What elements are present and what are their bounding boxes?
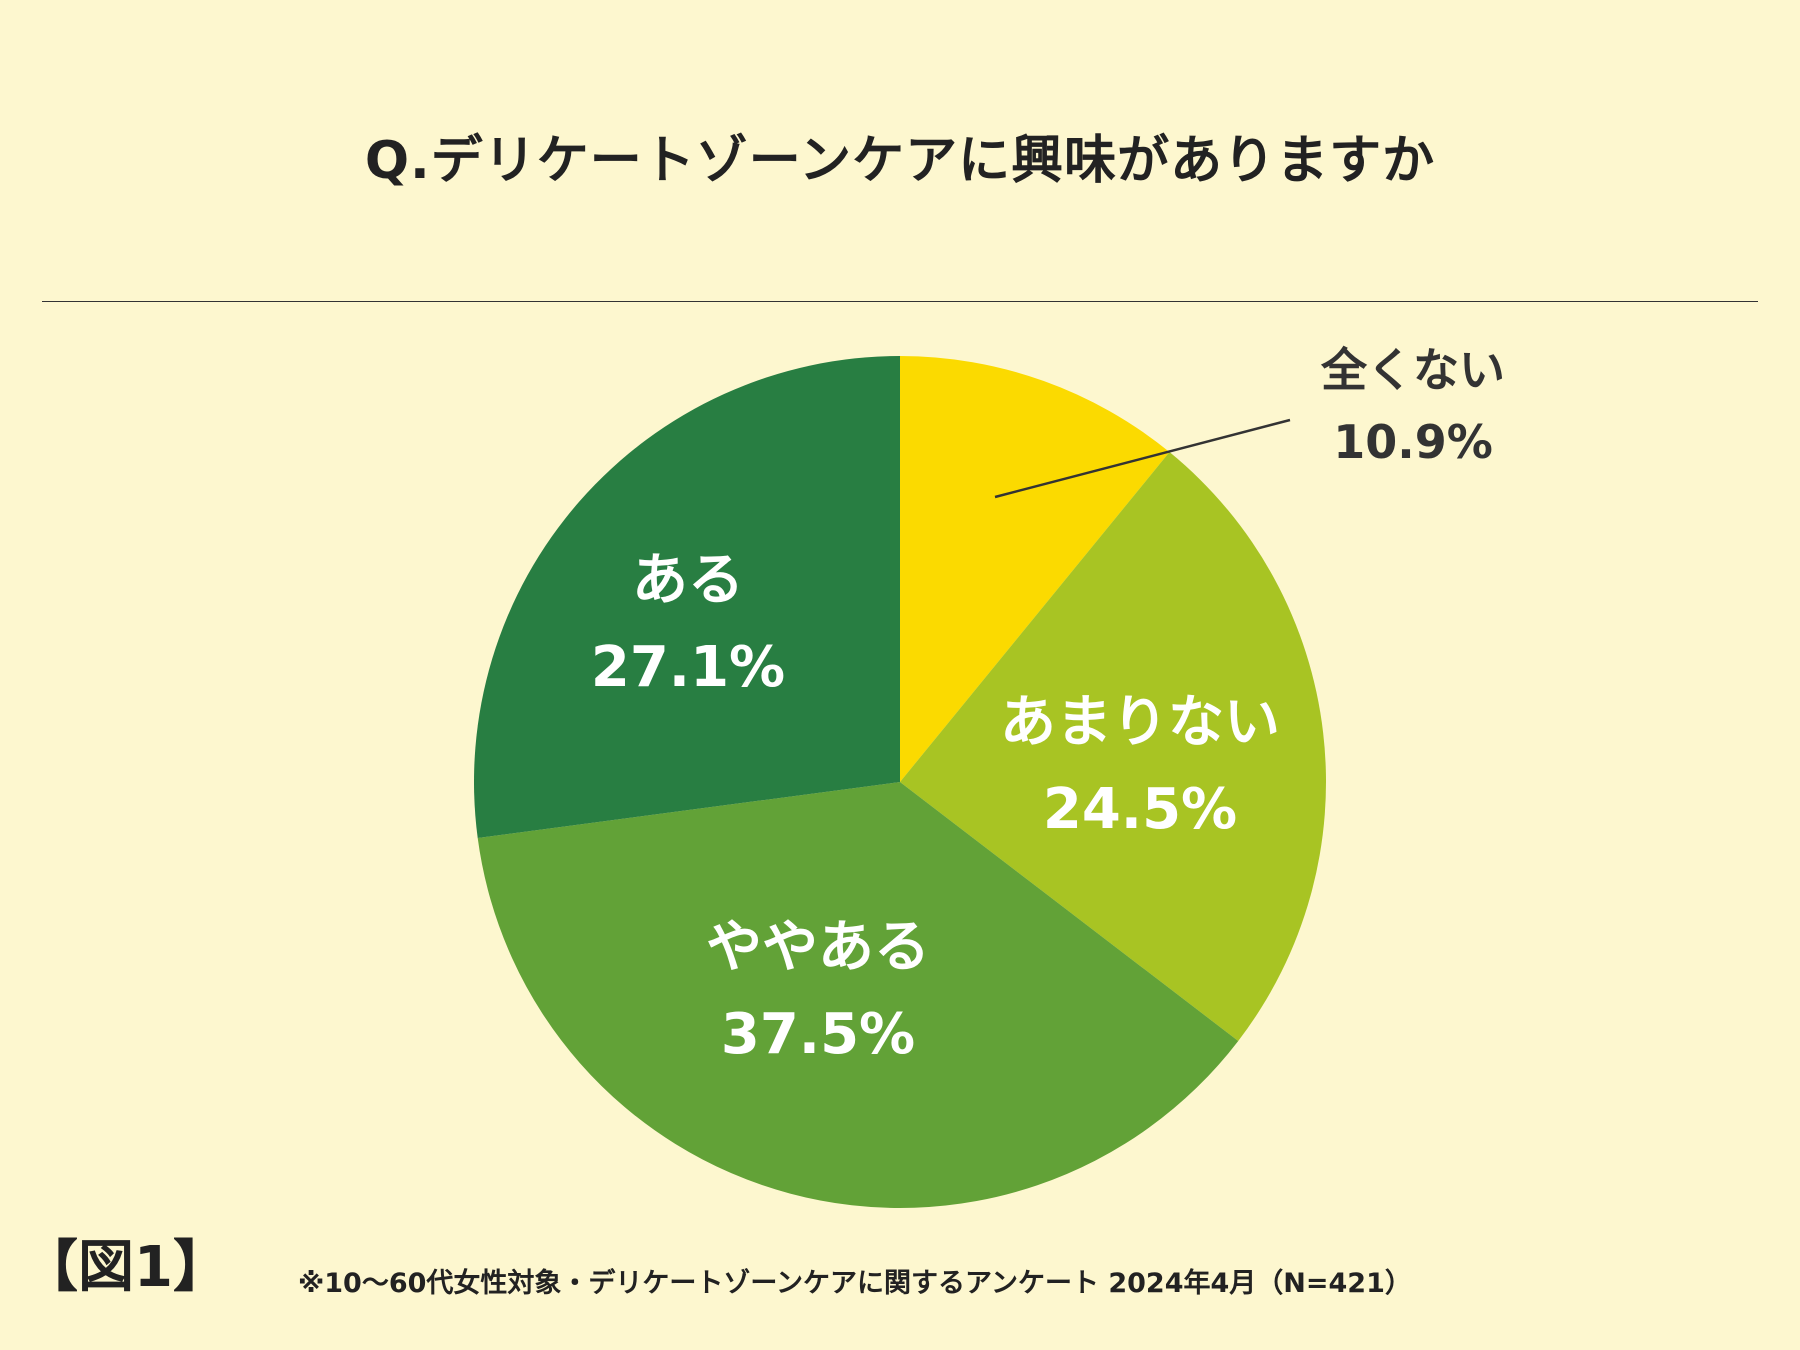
slice-value-label: 10.9% — [1333, 415, 1493, 469]
pie-slice-2 — [900, 452, 1326, 1041]
pie-slice-4 — [473, 356, 900, 839]
slice-label: ある — [632, 548, 744, 613]
slice-label: ややある — [706, 915, 930, 980]
callout-line — [994, 418, 1291, 499]
survey-footnote: ※10〜60代女性対象・デリケートゾーンケアに関するアンケート 2024年4月（… — [298, 1268, 1412, 1299]
slice-value-label: 37.5% — [721, 1002, 915, 1067]
pie-slice-3 — [477, 782, 1239, 1208]
figure-label: 【図1】 — [22, 1235, 229, 1300]
slice-value-label: 24.5% — [1043, 777, 1237, 842]
title-divider — [42, 301, 1758, 302]
slice-label: 全くない — [1320, 343, 1505, 397]
chart-title: Q.デリケートゾーンケアに興味がありますか — [364, 131, 1436, 191]
slice-value-label: 27.1% — [591, 635, 785, 700]
pie-slice-1 — [900, 356, 1170, 782]
slice-label: あまりない — [1000, 690, 1280, 755]
